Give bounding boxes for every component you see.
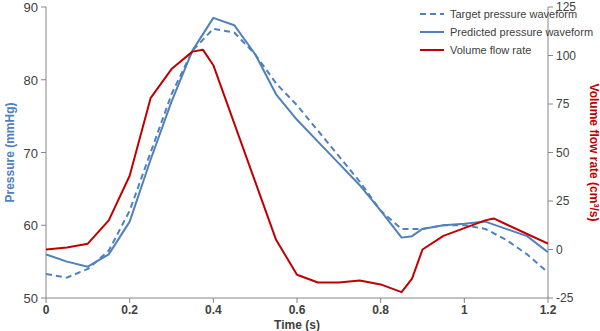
x-tick-label: 0.4 [205, 303, 222, 317]
legend-label: Volume flow rate [450, 44, 531, 56]
y2-tick [548, 249, 553, 250]
x-tick-label: 0 [43, 303, 50, 317]
series-line [46, 29, 548, 278]
x-axis-title: Time (s) [274, 318, 320, 331]
y-tick-label: 90 [24, 0, 38, 15]
y2-tick-label: 25 [556, 194, 570, 208]
y-tick-label: 70 [24, 146, 38, 161]
y2-tick-label: 100 [556, 49, 576, 63]
y2-tick-label: 0 [556, 243, 563, 257]
legend-swatch [420, 13, 444, 15]
y2-tick-label: 50 [556, 146, 570, 160]
legend-label: Predicted pressure waveform [450, 26, 593, 38]
series-line [46, 50, 548, 293]
series-line [46, 18, 548, 267]
y-tick-label: 50 [24, 291, 38, 306]
legend-swatch [420, 49, 444, 51]
y-tick [41, 152, 46, 153]
y-tick [41, 298, 46, 299]
y2-tick [548, 104, 553, 105]
x-tick-label: 0.8 [372, 303, 389, 317]
y2-tick [548, 55, 553, 56]
y2-tick-label: 75 [556, 97, 570, 111]
legend: Target pressure waveform Predicted pressu… [420, 8, 593, 56]
y-tick [41, 79, 46, 80]
y2-tick [548, 298, 553, 299]
y-tick-label: 80 [24, 73, 38, 88]
y2-tick [548, 152, 553, 153]
y-tick-label: 60 [24, 218, 38, 233]
x-tick-label: 1.2 [540, 303, 557, 317]
x-tick-label: 0.2 [121, 303, 138, 317]
x-tick-label: 1 [461, 303, 468, 317]
plot-area [46, 18, 548, 292]
y-tick [41, 7, 46, 8]
y-tick [41, 225, 46, 226]
y2-axis-title: Volume flow rate (cm³/s) [587, 84, 600, 222]
legend-label: Target pressure waveform [450, 8, 577, 20]
x-tick-label: 0.6 [289, 303, 306, 317]
chart: 0 0.2 0.4 0.6 0.8 1 1.2 50 60 70 80 90 -25 0 25 50 75 100… [0, 0, 600, 331]
y-axis-title: Pressure (mmHg) [3, 102, 17, 202]
legend-swatch [420, 31, 444, 33]
y2-tick-label: -25 [556, 291, 574, 305]
y2-tick [548, 201, 553, 202]
